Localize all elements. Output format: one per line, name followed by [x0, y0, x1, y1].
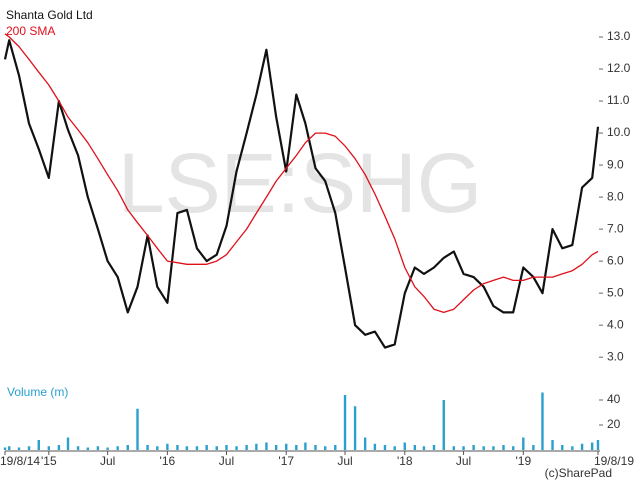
legend-entry: Shanta Gold Ltd: [6, 8, 93, 22]
volume-title: Volume (m): [7, 385, 68, 399]
y-tick-label: 10.0: [607, 125, 631, 139]
volume-bar: [47, 446, 51, 450]
volume-bar: [8, 446, 11, 450]
y-tick-label: 12.0: [607, 61, 631, 75]
x-tick-label: Jul: [456, 454, 471, 468]
y-tick-label: 9.0: [607, 157, 624, 171]
volume-bar: [176, 445, 179, 450]
volume-bar: [106, 447, 109, 450]
volume-bar: [596, 440, 600, 450]
volume-bar: [472, 445, 475, 450]
volume-bar: [146, 445, 149, 450]
volume-bar: [166, 443, 169, 450]
volume-bar: [126, 445, 129, 450]
volume-bar: [314, 445, 317, 450]
volume-bar: [324, 446, 327, 450]
volume-bar: [235, 446, 238, 450]
y-tick-label: 5.0: [607, 285, 624, 299]
volume-bar: [255, 443, 258, 450]
volume-bar: [285, 443, 288, 450]
y-tick-label: 20: [607, 417, 621, 431]
volume-bar: [492, 446, 495, 450]
volume-bar: [195, 446, 199, 450]
volume-bar: [245, 445, 248, 450]
y-tick-label: 11.0: [607, 93, 630, 107]
volume-bar: [432, 445, 436, 450]
volume-bar: [156, 446, 159, 450]
y-tick-label: 4.0: [607, 317, 624, 331]
y-tick-label: 40: [607, 392, 621, 406]
x-tick-label: 19/8/14: [0, 454, 40, 468]
volume-bar: [512, 446, 515, 450]
volume-bar: [561, 445, 564, 450]
volume-bar: [66, 437, 70, 450]
volume-bar: [551, 440, 554, 450]
volume-bar: [86, 447, 90, 450]
volume-bar: [373, 443, 377, 450]
volume-bar: [304, 442, 307, 450]
volume-bar: [76, 446, 80, 450]
volume-bar: [3, 447, 7, 450]
volume-bar: [27, 446, 31, 450]
volume-bar: [37, 440, 40, 450]
volume-bar: [403, 442, 406, 450]
volume-bar: [393, 446, 396, 450]
x-tick-label: Jul: [219, 454, 234, 468]
x-tick-label: '15: [41, 454, 57, 468]
volume-bar: [17, 447, 21, 450]
volume-bar: [225, 445, 228, 450]
volume-bar: [185, 446, 189, 450]
x-tick-label: 19/8/19: [594, 454, 634, 468]
volume-bar: [532, 445, 535, 450]
volume-bar: [590, 442, 594, 450]
volume-bar: [96, 446, 100, 450]
volume-bar: [57, 445, 61, 450]
volume-bar: [136, 408, 139, 450]
y-tick-label: 6.0: [607, 253, 624, 267]
x-tick-label: '16: [160, 454, 176, 468]
x-tick-label: Jul: [100, 454, 115, 468]
volume-bar: [522, 437, 525, 450]
price-line: [4, 33, 599, 314]
volume-bar: [265, 442, 268, 450]
volume-bar: [541, 392, 544, 450]
y-tick-label: 8.0: [607, 189, 624, 203]
watermark: LSE:SHG: [118, 136, 482, 230]
y-tick-label: 13.0: [607, 29, 631, 43]
volume-bar: [462, 446, 465, 450]
volume-bar: [502, 445, 505, 450]
x-tick-label: '19: [515, 454, 531, 468]
volume-bar: [571, 446, 574, 450]
x-tick-label: Jul: [337, 454, 352, 468]
volume-bar: [482, 446, 485, 450]
volume-bar: [274, 445, 278, 450]
volume-bar: [205, 445, 208, 450]
credit: (c)SharePad: [545, 466, 612, 480]
x-tick-label: '18: [397, 454, 413, 468]
volume-bar: [334, 445, 337, 450]
volume-bar: [452, 446, 456, 450]
y-tick-label: 3.0: [607, 349, 624, 363]
volume-bar: [353, 406, 357, 450]
volume-bar: [215, 446, 218, 450]
volume-bar: [383, 445, 387, 450]
legend-entry: 200 SMA: [6, 24, 55, 38]
price-line: [3, 39, 600, 349]
volume-bar: [295, 445, 298, 450]
volume-bar: [442, 400, 445, 450]
volume-bar: [413, 445, 417, 450]
y-tick-label: 7.0: [607, 221, 624, 235]
volume-bar: [363, 437, 367, 450]
volume-bar: [116, 446, 119, 450]
volume-bar: [343, 395, 347, 450]
volume-bar: [580, 443, 584, 450]
volume-bar: [422, 446, 426, 450]
x-tick-label: '17: [278, 454, 294, 468]
